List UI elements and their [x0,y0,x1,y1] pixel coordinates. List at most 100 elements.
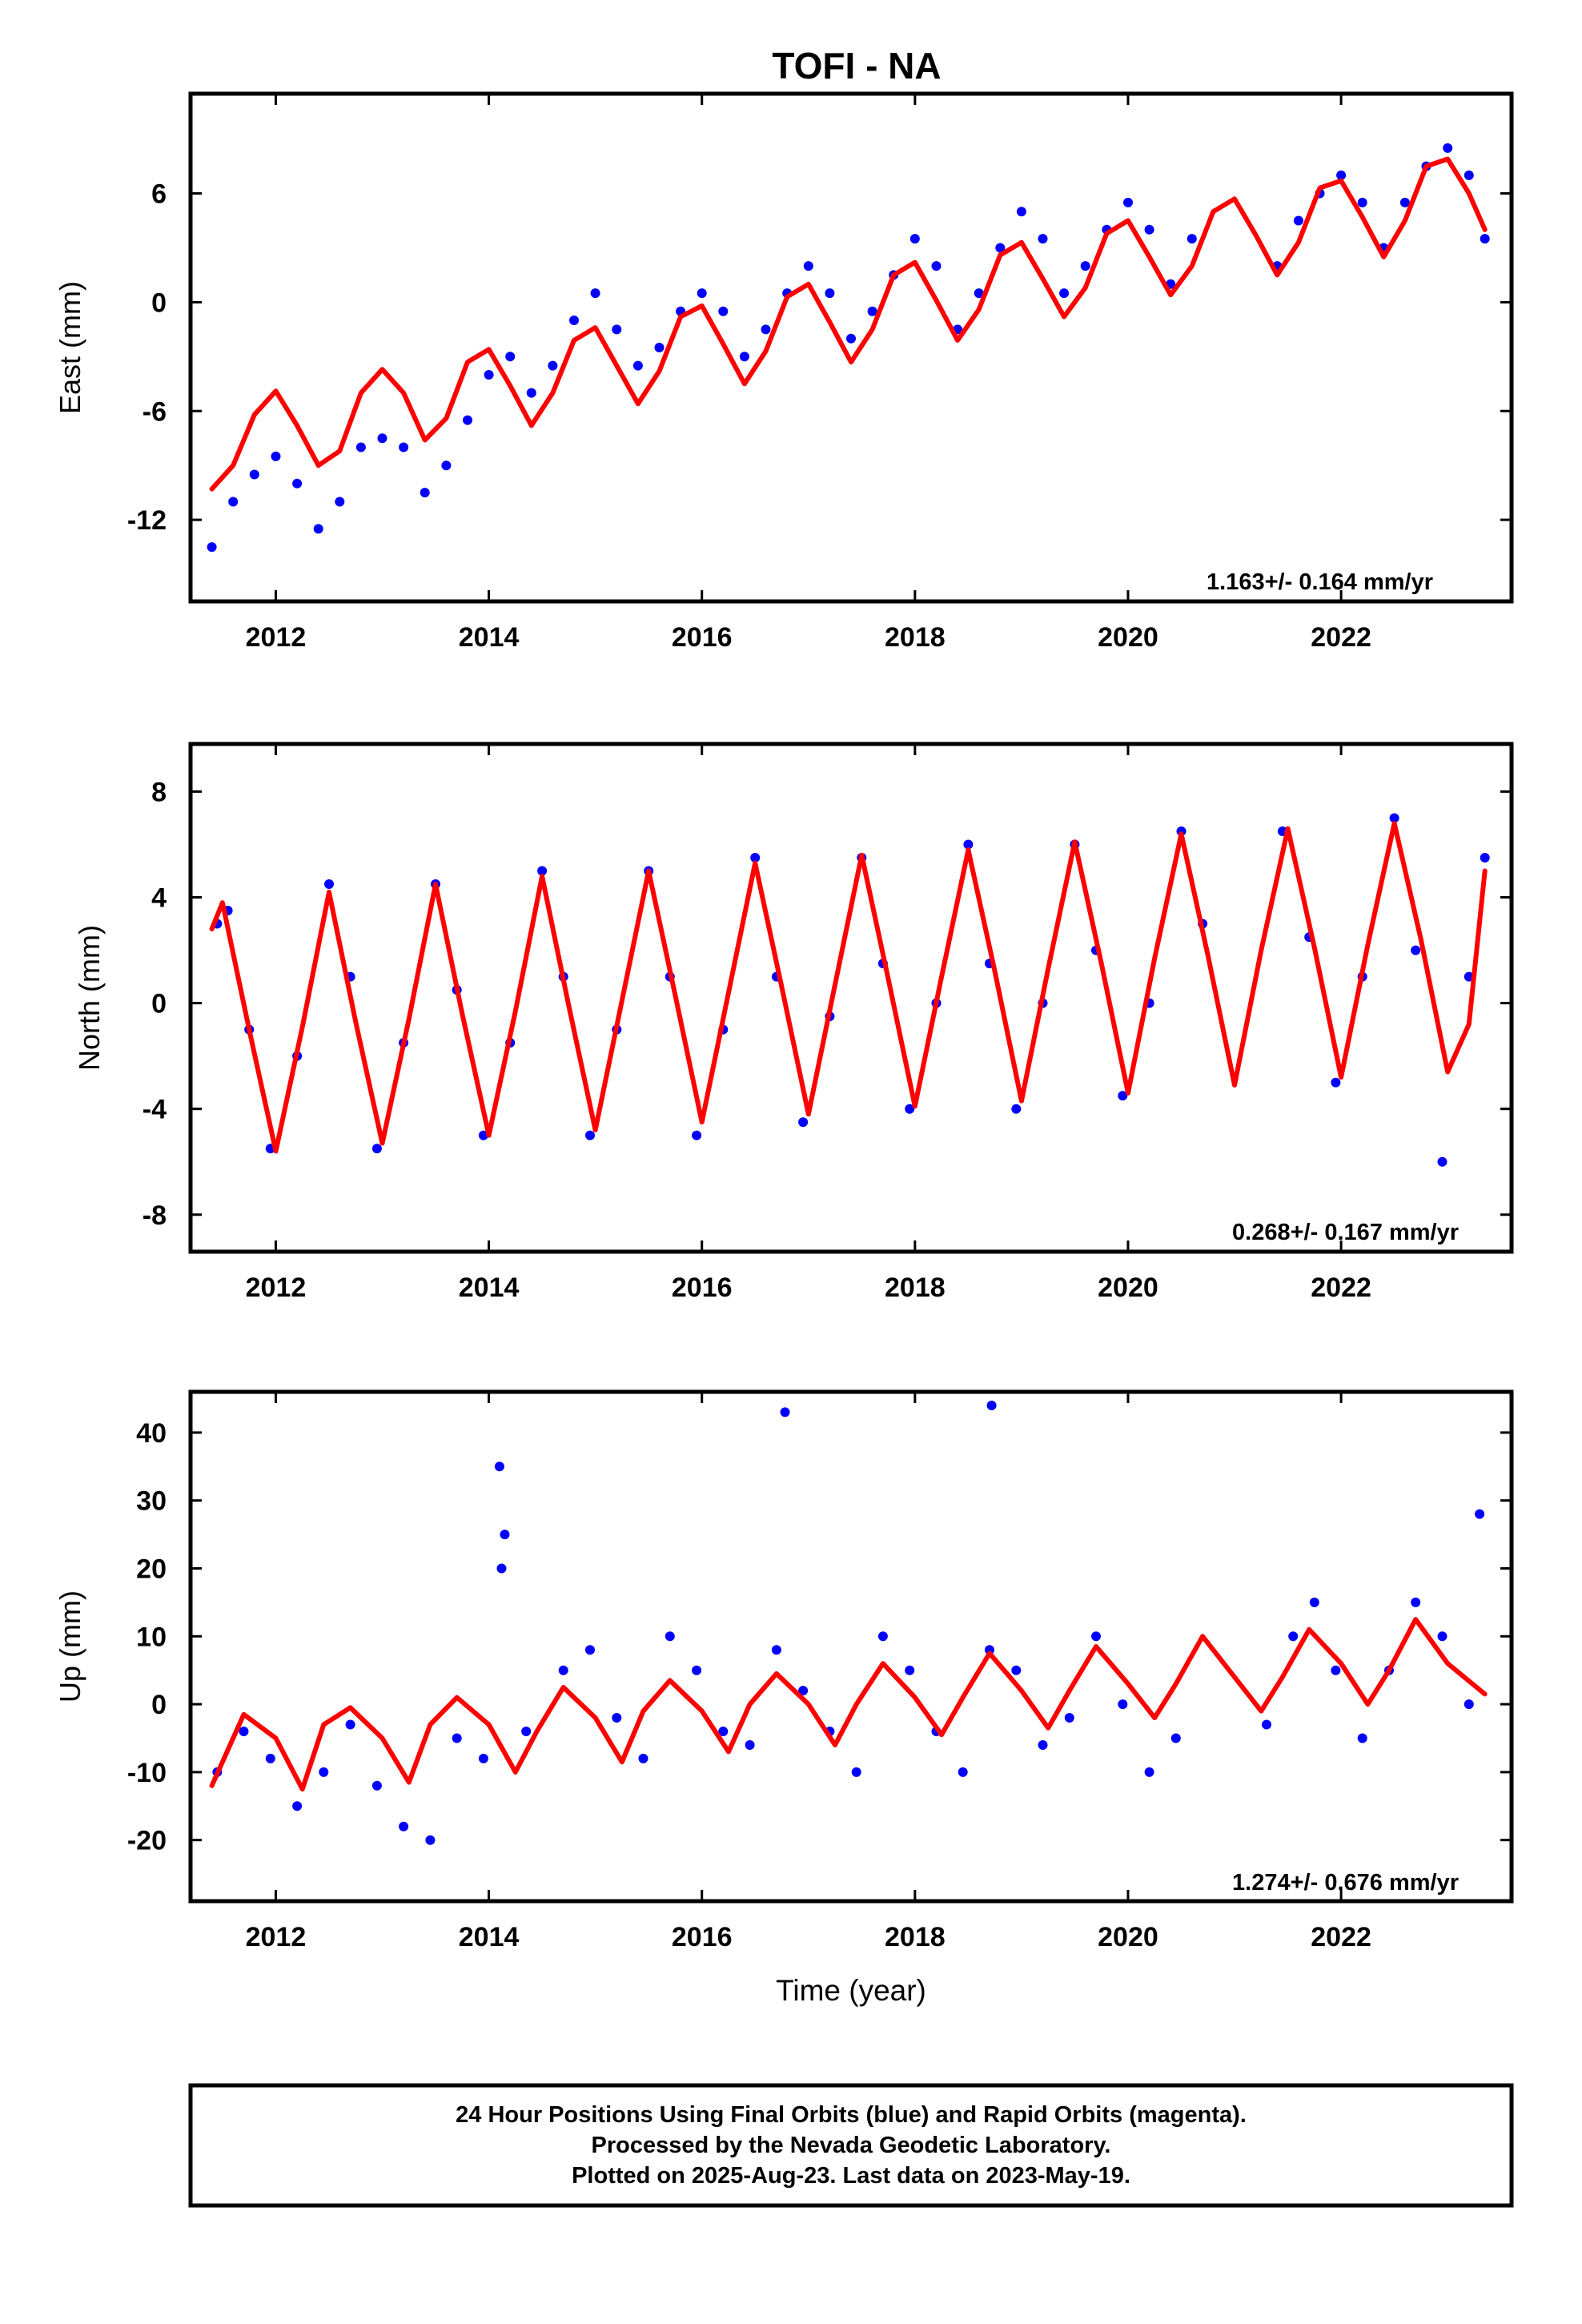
chart-title: TOFI - NA [772,45,941,86]
footer-line-2: Processed by the Nevada Geodetic Laborat… [592,2133,1111,2158]
north-x-tick-label: 2012 [246,1273,307,1303]
east-point [1016,207,1026,217]
footer-line-3: Plotted on 2025-Aug-23. Last data on 202… [572,2163,1130,2189]
east-ylabel: East (mm) [54,281,86,414]
north-x-tick-label: 2016 [672,1273,733,1303]
north-y-tick-label: 0 [151,989,167,1019]
east-point [739,352,749,362]
east-frame [188,91,1514,604]
east-points-layer [207,143,1490,553]
north-point [1411,945,1421,955]
up-panel: 2012 2014 2016 2018 2020 2022403020100-10-20 … [54,1389,1514,2007]
up-point [1091,1631,1101,1642]
north-point [371,1144,382,1154]
east-x-tick-label: 2020 [1098,622,1158,653]
north-point [1011,1104,1022,1114]
up-x-tick-label: 2020 [1098,1922,1158,1952]
up-point [558,1665,568,1675]
east-point [441,460,452,471]
east-point [1080,261,1090,271]
east-point [377,433,387,444]
east-point [654,343,665,352]
up-point [877,1631,888,1642]
east-point [974,288,984,299]
east-y-tick-label: -12 [127,505,167,536]
east-point [207,542,217,553]
up-point [1288,1631,1299,1642]
up-point [718,1727,729,1736]
up-point [478,1753,488,1763]
up-y-tick-label: 30 [136,1486,167,1517]
east-point [1186,234,1197,244]
up-point [319,1767,329,1777]
north-rate-label: 0.268+/- 0.167 mm/yr [1232,1220,1459,1245]
up-point [1331,1665,1341,1675]
up-point [958,1767,968,1777]
up-x-tick-label: 2022 [1311,1922,1371,1952]
east-point [271,451,281,461]
north-point [798,1117,809,1128]
east-point [484,370,494,380]
north-y-tick-label: 4 [151,883,167,914]
up-x-tick-label: 2014 [459,1922,520,1952]
north-y-tick-label: -8 [143,1200,167,1231]
east-point [632,360,643,371]
east-x-tick-label: 2014 [459,622,520,653]
east-point [825,288,835,299]
up-ticks-layer: 2012 2014 2016 2018 2020 2022 40 30 20 10 0 -10 -20 [127,1392,1512,1952]
north-x-tick-label: 2014 [459,1273,520,1303]
east-y-tick-label: -6 [143,396,167,427]
north-point [537,866,548,876]
up-point [1437,1631,1447,1642]
east-point [292,478,303,489]
north-ticks-layer: 2012 2014 2016 2018 2020 2022 8 4 0 -4 -8 [143,744,1512,1303]
up-point [292,1801,303,1811]
north-x-tick-label: 2018 [885,1273,946,1303]
up-point [665,1631,675,1642]
east-point [1038,234,1048,244]
up-fit-layer [209,1617,1488,1792]
north-x-tick-label: 2022 [1311,1273,1371,1303]
up-fit-line [209,1617,1488,1792]
north-ylabel: North (mm) [73,925,106,1071]
north-point [1389,813,1399,823]
east-point [846,333,856,344]
footer-frame [188,2083,1514,2208]
up-point [1170,1733,1181,1743]
up-point [371,1780,382,1791]
footer-line-1: 24 Hour Positions Using Final Orbits (bl… [456,2102,1247,2128]
up-point [771,1645,781,1655]
up-point [1464,1699,1474,1710]
east-point [1293,215,1303,226]
east-point [355,442,366,452]
east-point [548,360,558,371]
east-ticks-layer: 2012 2014 2016 2018 2020 2022 6 0 -6 -12 [127,94,1512,653]
east-y-tick-label: 0 [151,287,167,318]
up-point [399,1821,409,1831]
east-point [463,415,472,425]
east-point [718,306,729,316]
up-point [496,1563,507,1574]
north-frame [188,742,1514,1254]
up-point [521,1727,532,1736]
east-point [761,324,771,335]
east-point [1480,234,1490,244]
east-point [420,488,430,498]
east-point [867,306,877,316]
up-point [500,1530,510,1540]
east-point [1336,170,1347,180]
up-point [638,1753,648,1763]
north-point [1480,853,1490,862]
up-x-tick-label: 2018 [885,1922,946,1952]
east-y-tick-label: 6 [151,179,167,210]
up-y-tick-label: -10 [127,1758,167,1788]
east-point [1399,197,1410,207]
north-fit-line [209,821,1488,1154]
east-point [249,469,259,480]
east-point [697,288,707,299]
up-point [986,1401,997,1410]
north-y-tick-label: 8 [151,777,167,807]
footer-box: 24 Hour Positions Using Final Orbits (bl… [188,2083,1514,2208]
east-fit-line [209,156,1488,492]
